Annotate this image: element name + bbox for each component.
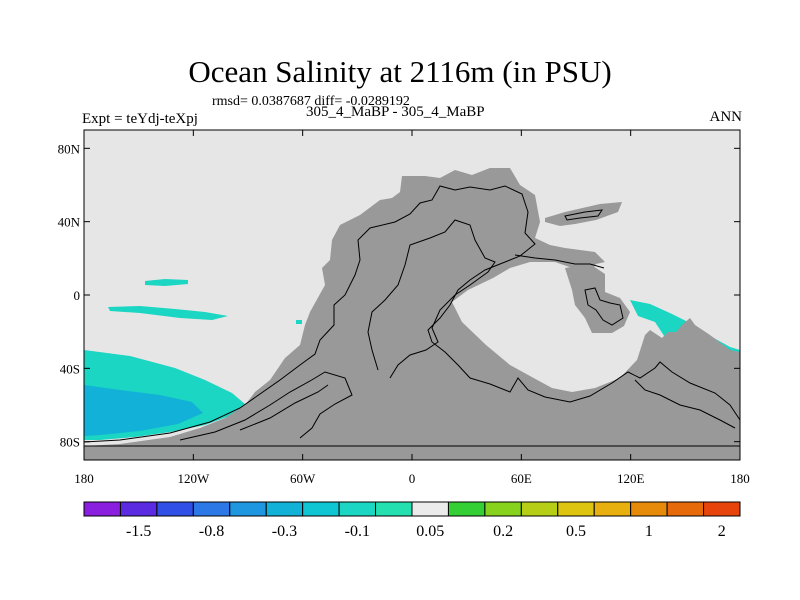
colorbar-label: -0.3	[272, 523, 297, 540]
colorbar-swatch	[338, 501, 377, 517]
main-continent	[84, 168, 740, 460]
colorbar: -1.5 -0.8 -0.3 -0.1 0.05 0.2 0.5 1 2	[83, 501, 741, 540]
northeast-island	[545, 202, 622, 226]
colorbar-label: 1	[645, 523, 653, 540]
colorbar-swatch	[520, 501, 559, 517]
lat-tick-label: 40N	[58, 215, 81, 230]
experiment-subtitle: 305_4_MaBP - 305_4_MaBP	[306, 104, 485, 120]
lon-tick-label: 120E	[617, 471, 645, 486]
lat-tick-label: 80N	[58, 141, 81, 156]
rmsd-diff-stats: rmsd= 0.0387687 diff= -0.0289192	[212, 94, 410, 109]
colorbar-swatch	[156, 501, 194, 517]
colorbar-swatch	[229, 501, 267, 517]
anomaly-band-north	[145, 279, 188, 286]
colorbar-swatch	[411, 501, 449, 517]
colorbar-swatch	[265, 501, 304, 517]
lon-tick-label: 120W	[177, 471, 210, 486]
coastlines	[83, 185, 741, 447]
colorbar-label: 0.5	[566, 523, 586, 540]
coastline-continent-interior	[367, 219, 496, 379]
colorbar-swatch	[557, 501, 595, 517]
colorbar-label: -1.5	[126, 523, 151, 540]
colorbar-swatch	[447, 501, 486, 517]
colorbar-swatch	[83, 501, 121, 517]
map-title: Ocean Salinity at 2116m (in PSU)	[188, 54, 612, 89]
axis-ticks: 80N 40N 0 40S 80S 180 120W 60W 0 60E 120E 180	[58, 130, 750, 486]
lon-tick-label: 180	[730, 471, 750, 486]
map-panel: 80N 40N 0 40S 80S 180 120W 60W 0 60E 120E 180	[58, 129, 750, 486]
coastline-eastern-highland	[514, 254, 605, 269]
season-label: ANN	[709, 109, 743, 125]
colorbar-swatch	[484, 501, 522, 517]
colorbar-swatch	[666, 501, 705, 517]
anomaly-spot-atlantic	[296, 320, 302, 324]
colorbar-label: -0.8	[199, 523, 224, 540]
coastline-southeast-cluster	[584, 287, 624, 326]
lon-tick-label: 60E	[511, 471, 532, 486]
colorbar-swatch	[192, 501, 231, 517]
coastline-inner-south-2	[239, 384, 329, 431]
colorbar-swatch	[630, 501, 668, 517]
lon-tick-label: 0	[409, 471, 416, 486]
coastline-east-shelf	[634, 379, 736, 429]
lon-tick-label: 60W	[290, 471, 316, 486]
southeast-island-cluster	[565, 264, 630, 333]
colorbar-label: -0.1	[345, 523, 370, 540]
colorbar-swatch	[119, 501, 158, 517]
coastline-northeast-island	[564, 209, 604, 221]
lat-tick-label: 40S	[60, 361, 80, 376]
lat-tick-label: 80S	[60, 435, 80, 450]
coastline-inner-south	[179, 371, 353, 441]
coastline-main	[83, 185, 741, 443]
colorbar-swatch	[375, 501, 413, 517]
lon-tick-label: 180	[74, 471, 94, 486]
anomaly-band-south	[108, 306, 228, 320]
colorbar-label: 0.2	[493, 523, 513, 540]
colorbar-label: 2	[718, 523, 726, 540]
colorbar-swatch	[593, 501, 632, 517]
experiment-label: Expt = teYdj-teXpj	[82, 111, 198, 127]
lat-tick-label: 0	[74, 288, 81, 303]
anomaly-core-south-pacific	[84, 385, 203, 436]
colorbar-label: 0.05	[416, 523, 444, 540]
colorbar-swatch	[703, 501, 741, 517]
colorbar-swatch	[302, 501, 340, 517]
